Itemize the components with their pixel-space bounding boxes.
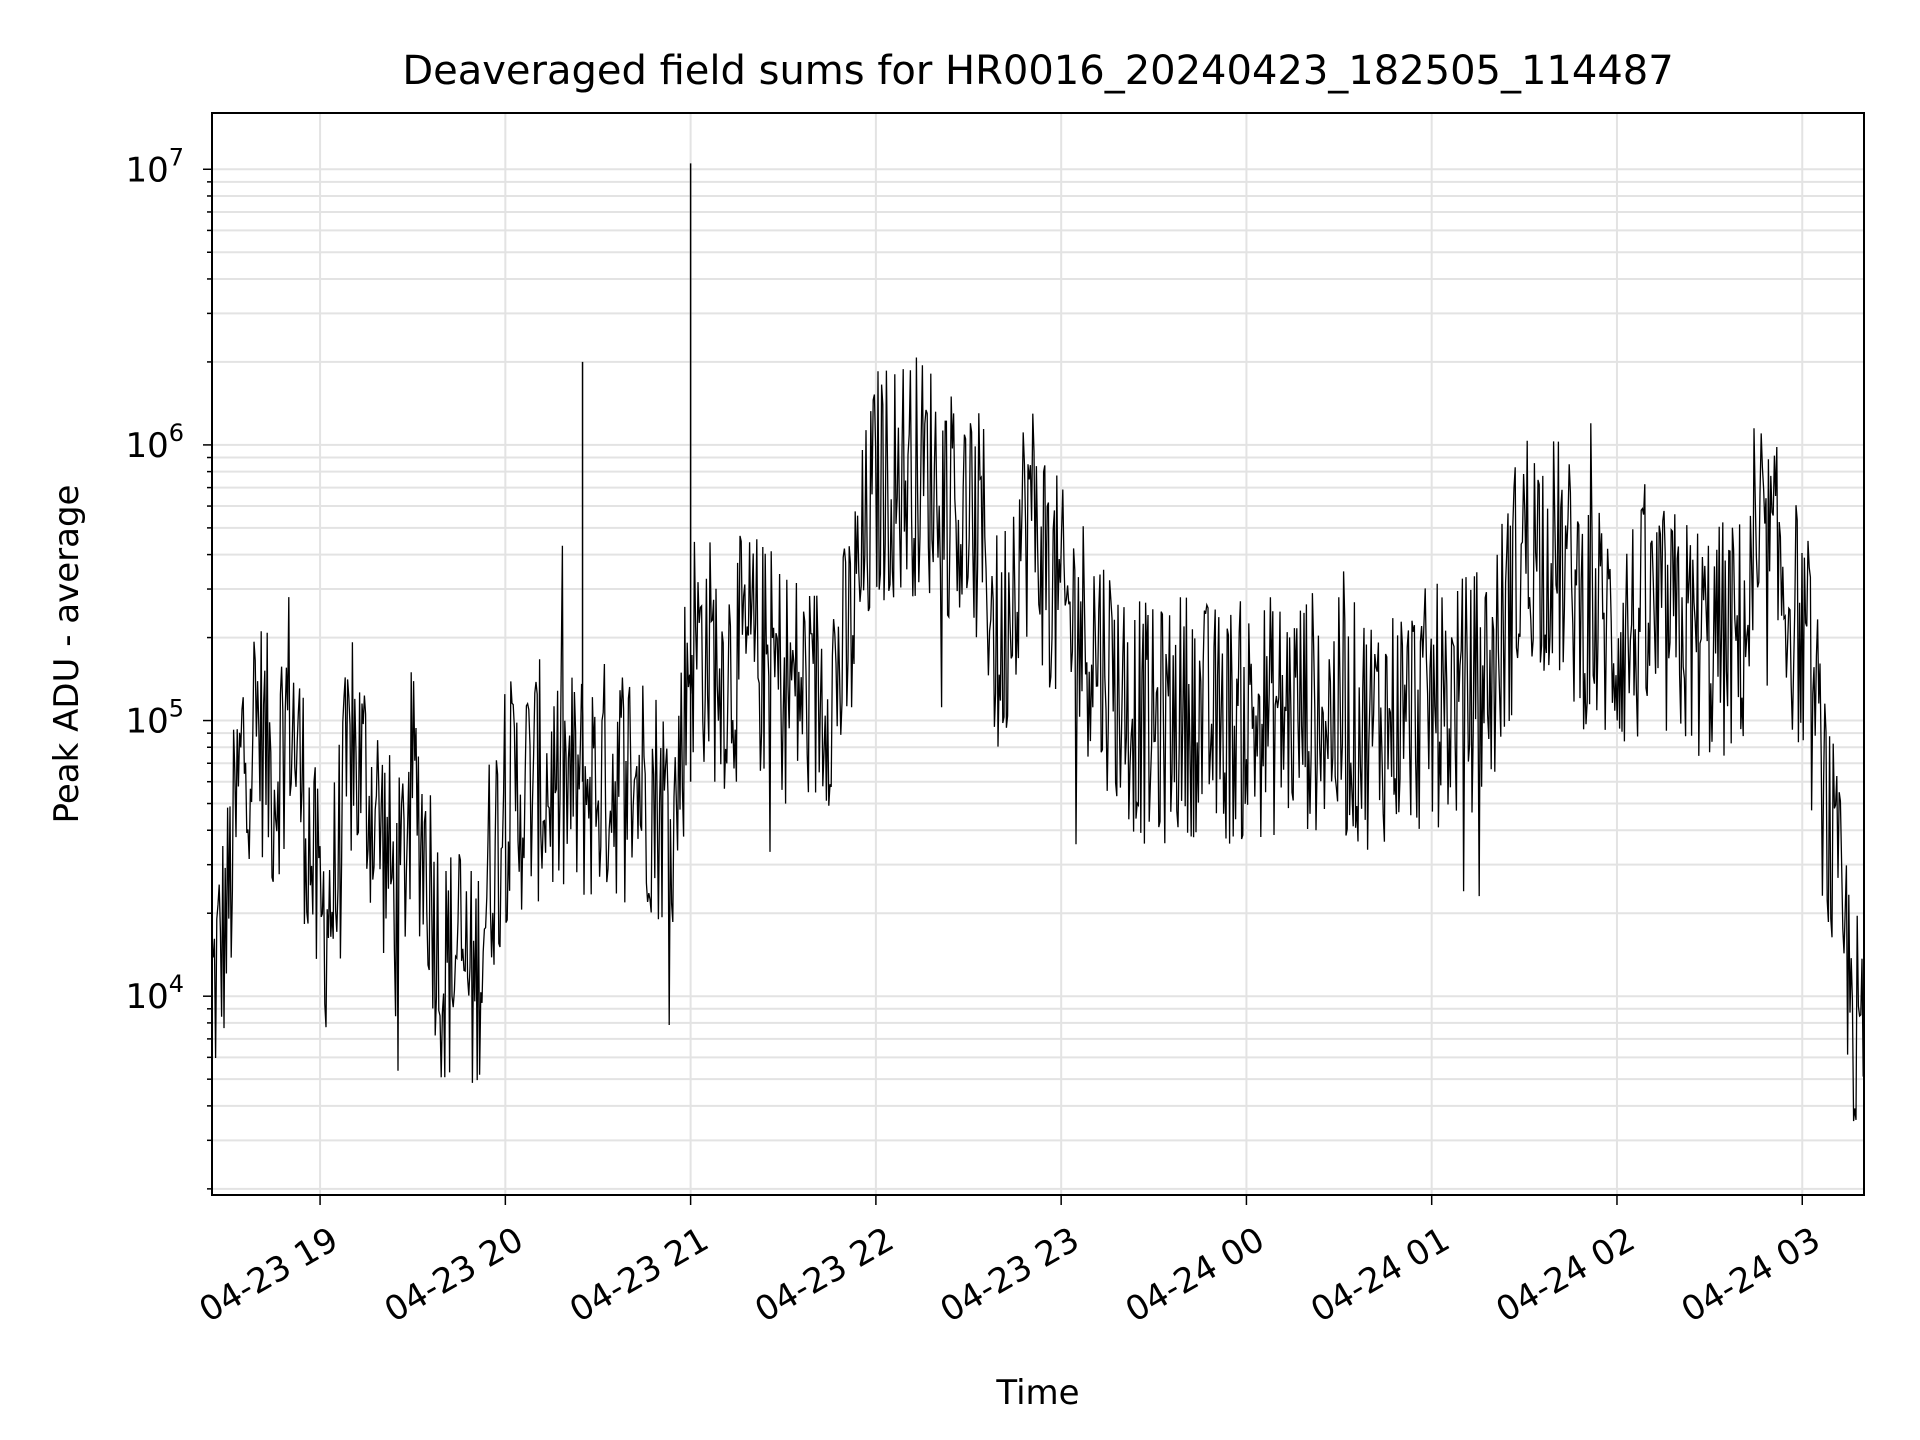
x-tick-label: 04-23 23	[934, 1220, 1086, 1331]
x-tick-label: 04-24 01	[1304, 1220, 1456, 1331]
x-tick-label: 04-23 20	[378, 1220, 530, 1331]
x-tick-label: 04-23 22	[748, 1220, 900, 1331]
chart-title: Deaveraged field sums for HR0016_2024042…	[402, 48, 1673, 94]
x-tick-label: 04-23 21	[563, 1220, 715, 1331]
y-tick-label: 104	[125, 970, 184, 1017]
axis-ticks: 104 105 106 107 04-23 19 04-23 20 04-23 21 04-2…	[125, 143, 1827, 1330]
y-tick-label: 107	[125, 143, 184, 190]
grid-lines	[212, 113, 1864, 1195]
x-axis-label: Time	[995, 1373, 1079, 1413]
series-line	[211, 357, 1864, 1122]
y-axis-label: Peak ADU - average	[47, 485, 87, 824]
series-group	[211, 163, 1864, 1122]
x-tick-label: 04-23 19	[193, 1220, 345, 1331]
y-tick-label: 105	[125, 695, 184, 742]
y-tick-label: 106	[125, 419, 184, 466]
plot-frame	[211, 112, 1865, 1196]
x-tick-label: 04-24 02	[1489, 1220, 1641, 1331]
x-tick-label: 04-24 00	[1119, 1220, 1271, 1331]
x-tick-label: 04-24 03	[1675, 1220, 1827, 1331]
